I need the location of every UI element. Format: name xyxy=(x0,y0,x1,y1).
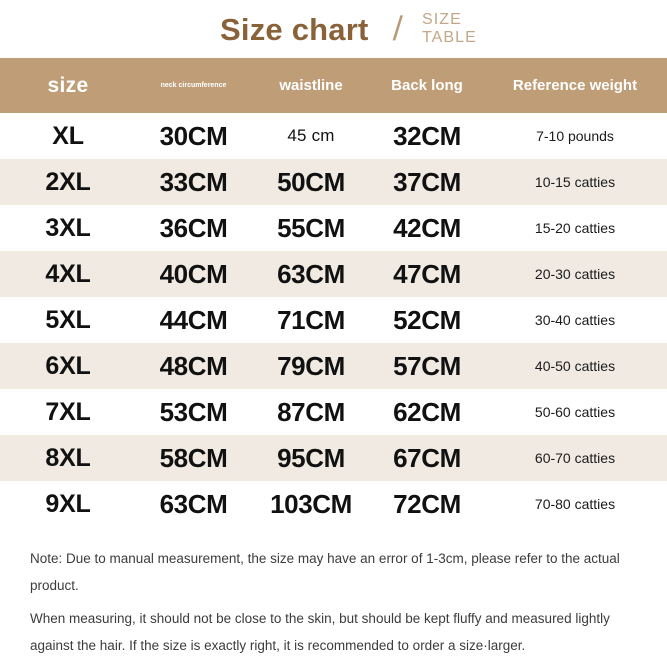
page-title-main: Size chart xyxy=(220,11,369,47)
cell-back-long: 62CM xyxy=(393,396,461,427)
table-row: XL 30CM 45 cm 32CM 7-10 pounds xyxy=(0,113,667,159)
cell-size: 3XL xyxy=(45,213,91,242)
table-row: 3XL 36CM 55CM 42CM 15-20 catties xyxy=(0,205,667,251)
cell-waistline: 95CM xyxy=(277,442,345,473)
cell-size: 5XL xyxy=(45,305,91,334)
cell-back-long: 32CM xyxy=(393,120,461,151)
column-header-neck-circumference: neck circumference xyxy=(160,82,227,89)
table-row: 8XL 58CM 95CM 67CM 60-70 catties xyxy=(0,435,667,481)
table-row: 6XL 48CM 79CM 57CM 40-50 catties xyxy=(0,343,667,389)
cell-neck-circumference: 36CM xyxy=(159,212,228,243)
cell-reference-weight: 10-15 catties xyxy=(534,174,616,190)
subtitle-line-2: TABLE xyxy=(421,29,477,46)
cell-back-long: 57CM xyxy=(393,350,461,381)
cell-reference-weight: 60-70 catties xyxy=(534,450,616,466)
cell-waistline: 87CM xyxy=(277,396,345,427)
cell-waistline: 45 cm xyxy=(287,126,335,145)
cell-neck-circumference: 53CM xyxy=(159,396,228,427)
page-title: Size chart / SIZE TABLE xyxy=(0,0,667,58)
cell-waistline: 79CM xyxy=(277,350,345,381)
cell-neck-circumference: 44CM xyxy=(159,304,228,335)
cell-back-long: 72CM xyxy=(393,488,461,519)
cell-reference-weight: 70-80 catties xyxy=(534,496,616,512)
cell-size: 2XL xyxy=(45,167,91,196)
page-title-subtitle: SIZE TABLE xyxy=(422,11,477,47)
subtitle-line-1: SIZE xyxy=(421,11,462,29)
table-row: 2XL 33CM 50CM 37CM 10-15 catties xyxy=(0,159,667,205)
cell-waistline: 50CM xyxy=(277,166,345,197)
table-row: 4XL 40CM 63CM 47CM 20-30 catties xyxy=(0,251,667,297)
cell-waistline: 55CM xyxy=(277,212,345,243)
cell-reference-weight: 15-20 catties xyxy=(534,220,616,236)
cell-size: 8XL xyxy=(45,443,91,472)
size-chart-table: size neck circumference waistline Back l… xyxy=(0,58,667,527)
cell-reference-weight: 30-40 catties xyxy=(534,312,616,328)
cell-neck-circumference: 63CM xyxy=(159,488,228,519)
table-body: XL 30CM 45 cm 32CM 7-10 pounds 2XL 33CM 50CM 37C… xyxy=(0,113,667,527)
cell-back-long: 42CM xyxy=(393,212,461,243)
cell-neck-circumference: 33CM xyxy=(159,166,228,197)
cell-reference-weight: 20-30 catties xyxy=(534,266,616,282)
column-header-back-long: Back long xyxy=(391,77,463,94)
cell-size: 6XL xyxy=(45,351,91,380)
cell-neck-circumference: 30CM xyxy=(159,120,228,151)
cell-back-long: 67CM xyxy=(393,442,461,473)
cell-reference-weight: 7-10 pounds xyxy=(536,128,614,144)
cell-size: XL xyxy=(52,121,84,150)
table-row: 7XL 53CM 87CM 62CM 50-60 catties xyxy=(0,389,667,435)
cell-reference-weight: 50-60 catties xyxy=(534,404,616,420)
cell-back-long: 52CM xyxy=(393,304,461,335)
footnote-measurement-error: Note: Due to manual measurement, the siz… xyxy=(30,551,620,593)
table-header-row: size neck circumference waistline Back l… xyxy=(0,58,667,113)
cell-size: 4XL xyxy=(45,259,91,288)
column-header-waistline: waistline xyxy=(279,77,343,94)
cell-waistline: 71CM xyxy=(277,304,345,335)
column-header-size: size xyxy=(47,73,89,97)
table-row: 5XL 44CM 71CM 52CM 30-40 catties xyxy=(0,297,667,343)
footnotes: Note: Due to manual measurement, the siz… xyxy=(0,527,667,659)
cell-neck-circumference: 58CM xyxy=(159,442,228,473)
table-header: size neck circumference waistline Back l… xyxy=(0,58,667,113)
table-row: 9XL 63CM 103CM 72CM 70-80 catties xyxy=(0,481,667,527)
cell-waistline: 63CM xyxy=(277,258,345,289)
footnote-measuring-advice: When measuring, it should not be close t… xyxy=(30,611,610,653)
cell-neck-circumference: 40CM xyxy=(159,258,228,289)
cell-back-long: 37CM xyxy=(393,166,461,197)
cell-back-long: 47CM xyxy=(393,258,461,289)
cell-size: 7XL xyxy=(45,397,91,426)
cell-size: 9XL xyxy=(45,489,91,518)
title-slash-separator: / xyxy=(391,10,403,48)
cell-neck-circumference: 48CM xyxy=(159,350,228,381)
column-header-reference-weight: Reference weight xyxy=(512,77,638,94)
cell-waistline: 103CM xyxy=(270,488,352,519)
cell-reference-weight: 40-50 catties xyxy=(534,358,616,374)
